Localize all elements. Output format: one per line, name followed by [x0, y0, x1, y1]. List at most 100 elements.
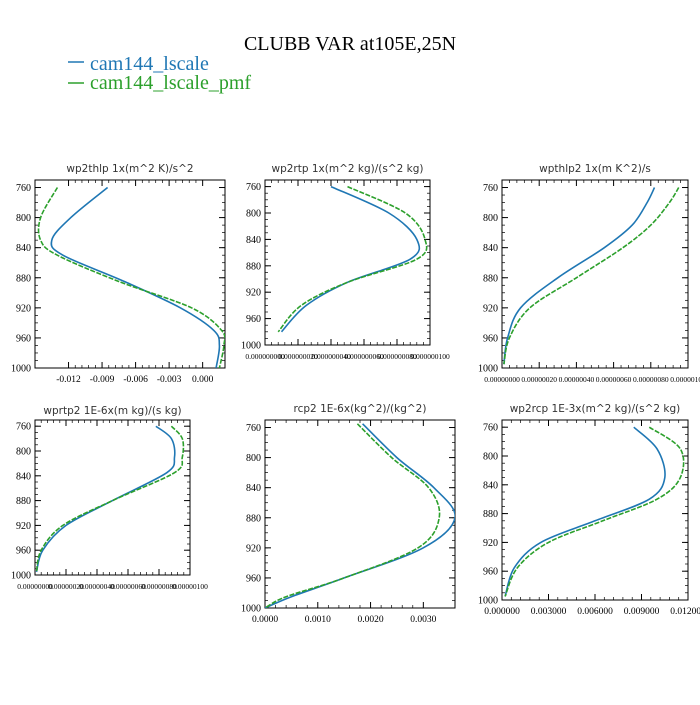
panel-4: wprtp2 1E-6x(m kg)/(s kg) 760 800 840 880 920…	[11, 405, 208, 591]
panel-title: wp2rcp 1E-3x(m^2 kg)/(s^2 kg)	[510, 403, 681, 415]
panel-2: wp2rtp 1x(m^2 kg)/(s^2 kg) 760 800 840 880 92…	[241, 163, 450, 361]
series-line-1	[503, 187, 656, 365]
x-tick-label: 0.006000	[577, 607, 613, 617]
x-tick-label: 0.00000060	[110, 582, 146, 591]
panel-title: wp2rtp 1x(m^2 kg)/(s^2 kg)	[271, 163, 423, 175]
y-tick-label: 800	[16, 213, 31, 224]
x-tick-label: 0.0010	[305, 615, 331, 625]
y-tick-label: 1000	[241, 341, 261, 352]
y-tick-label: 760	[16, 183, 31, 194]
x-tick-label: 0.00000020	[48, 582, 84, 591]
x-tick-label: 0.00000020	[521, 375, 557, 384]
y-tick-label: 960	[16, 546, 31, 557]
x-tick-label: -0.009	[90, 375, 115, 385]
plot-frame	[264, 179, 431, 346]
x-tick-label: 0.00000000	[484, 375, 520, 384]
plot-frame	[34, 179, 226, 369]
x-tick-label: 0.000000	[484, 607, 520, 617]
y-tick-label: 920	[483, 303, 498, 314]
panels: wp2thlp 1x(m^2 K)/s^2 760 800 840 880 920 960 1…	[11, 163, 700, 625]
panel-title: wprtp2 1E-6x(m kg)/(s kg)	[43, 405, 181, 417]
y-tick-label: 840	[246, 483, 261, 494]
y-tick-label: 760	[246, 423, 261, 434]
plot-frame	[264, 419, 456, 609]
y-tick-label: 880	[16, 496, 31, 507]
series-line-1	[35, 425, 176, 573]
x-tick-label: -0.006	[123, 375, 148, 385]
panel-title: rcp2 1E-6x(kg^2)/(kg^2)	[294, 403, 427, 415]
series-line-2	[265, 423, 441, 608]
y-tick-label: 960	[483, 567, 498, 578]
y-tick-label: 840	[483, 480, 498, 491]
x-tick-label: 0.00000040	[559, 375, 595, 384]
x-tick-label: 0.0000	[252, 615, 278, 625]
x-tick-label: 0.000000020	[278, 352, 318, 361]
series-line-1	[265, 423, 455, 608]
y-tick-label: 800	[16, 447, 31, 458]
y-tick-label: 1000	[241, 604, 261, 615]
legend: cam144_lscale cam144_lscale_pmf	[68, 53, 251, 94]
y-tick-label: 800	[483, 452, 498, 463]
y-tick-label: 960	[483, 333, 498, 344]
series-line-2	[503, 187, 680, 365]
x-tick-label: 0.009000	[624, 607, 660, 617]
legend-label-2: cam144_lscale_pmf	[90, 72, 251, 94]
x-tick-label: 0.00000100	[670, 375, 700, 384]
y-tick-label: 960	[246, 573, 261, 584]
x-tick-label: -0.012	[56, 375, 81, 385]
plot-frame	[501, 419, 689, 601]
plot-frame	[501, 179, 689, 369]
y-tick-label: 1000	[11, 364, 31, 375]
series-line-1	[280, 185, 421, 333]
plot-frame	[34, 419, 191, 576]
y-tick-label: 1000	[11, 571, 31, 582]
y-tick-label: 920	[483, 538, 498, 549]
y-tick-label: 800	[246, 453, 261, 464]
panel-6: wp2rcp 1E-3x(m^2 kg)/(s^2 kg) 760 800 840 88…	[478, 403, 700, 617]
y-tick-label: 880	[246, 513, 261, 524]
y-tick-label: 920	[16, 303, 31, 314]
y-tick-label: 880	[16, 273, 31, 284]
y-tick-label: 920	[246, 288, 261, 299]
series-line-2	[504, 426, 685, 597]
y-tick-label: 880	[246, 261, 261, 272]
panel-3: wpthlp2 1x(m K^2)/s 760 800 840 880 920 960 100…	[478, 163, 700, 384]
panel-1: wp2thlp 1x(m^2 K)/s^2 760 800 840 880 920 960 1…	[11, 163, 226, 385]
series-line-2	[37, 187, 225, 368]
y-tick-label: 960	[16, 333, 31, 344]
x-tick-label: 0.000000040	[311, 352, 351, 361]
x-tick-label: 0.0030	[410, 615, 436, 625]
y-tick-label: 760	[483, 183, 498, 194]
figure-title: CLUBB VAR at105E,25N	[244, 33, 456, 55]
x-tick-label: 0.000000080	[377, 352, 417, 361]
x-tick-label: 0.000000000	[245, 352, 285, 361]
y-tick-label: 760	[246, 182, 261, 193]
series-line-1	[504, 426, 666, 597]
x-tick-label: 0.000000060	[344, 352, 384, 361]
x-tick-label: 0.0020	[357, 615, 383, 625]
x-tick-label: 0.000	[192, 375, 214, 385]
x-tick-label: 0.000000100	[410, 352, 450, 361]
y-tick-label: 760	[16, 422, 31, 433]
panel-5: rcp2 1E-6x(kg^2)/(kg^2) 760 800 840 880 920 96…	[241, 403, 456, 625]
y-tick-label: 880	[483, 273, 498, 284]
y-tick-label: 840	[16, 471, 31, 482]
panel-title: wpthlp2 1x(m K^2)/s	[539, 163, 651, 175]
y-tick-label: 920	[16, 521, 31, 532]
x-tick-label: 0.00000000	[17, 582, 53, 591]
y-tick-label: 960	[246, 314, 261, 325]
y-tick-label: 840	[483, 243, 498, 254]
x-tick-label: 0.003000	[531, 607, 567, 617]
x-tick-label: 0.00000080	[141, 582, 177, 591]
series-line-1	[50, 186, 221, 368]
y-tick-label: 800	[483, 213, 498, 224]
y-tick-label: 880	[483, 509, 498, 520]
x-tick-label: 0.00000060	[596, 375, 632, 384]
x-tick-label: 0.00000080	[633, 375, 669, 384]
y-tick-label: 760	[483, 423, 498, 434]
x-tick-label: 0.012000	[670, 607, 700, 617]
y-tick-label: 1000	[478, 596, 498, 607]
y-tick-label: 800	[246, 209, 261, 220]
x-tick-label: -0.003	[157, 375, 182, 385]
